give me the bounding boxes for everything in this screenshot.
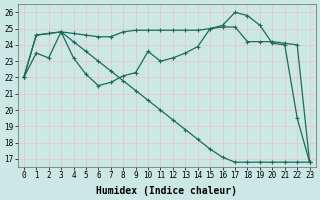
X-axis label: Humidex (Indice chaleur): Humidex (Indice chaleur) [96,186,237,196]
